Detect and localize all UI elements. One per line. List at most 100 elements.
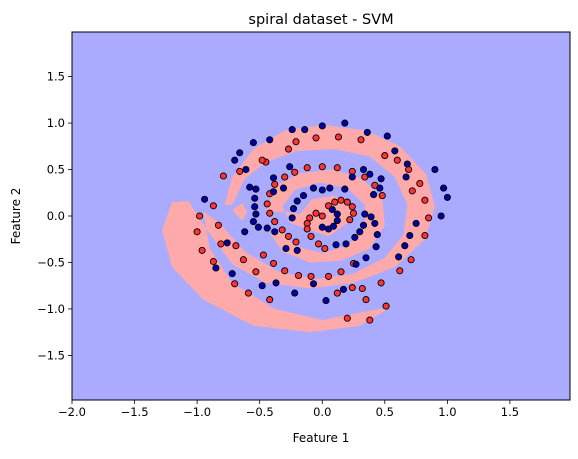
data-point (258, 156, 266, 164)
y-tick-label: 1.0 (47, 116, 65, 130)
data-point (312, 209, 320, 217)
data-point (343, 314, 351, 322)
data-point (349, 209, 358, 217)
data-point (217, 240, 225, 248)
data-point (252, 185, 260, 193)
data-point (367, 213, 375, 221)
data-point (318, 212, 326, 220)
data-point (309, 280, 318, 288)
x-tick-label: 1.5 (501, 405, 519, 419)
data-point (209, 202, 217, 210)
data-point (231, 280, 239, 288)
data-point (284, 145, 293, 153)
data-point (363, 128, 371, 136)
data-point (263, 224, 271, 232)
data-point (271, 218, 279, 226)
data-point (284, 232, 293, 240)
data-point (412, 219, 420, 227)
data-point (402, 173, 410, 181)
data-point (214, 221, 222, 229)
data-point (278, 226, 286, 234)
data-point (370, 191, 378, 199)
data-point (401, 242, 409, 250)
data-point (269, 174, 278, 182)
data-point (303, 164, 311, 172)
data-point (252, 210, 260, 218)
y-tick-label: 0.0 (47, 209, 65, 223)
data-point (343, 198, 351, 206)
data-point (337, 268, 345, 276)
data-point (341, 185, 349, 193)
data-point (244, 289, 252, 297)
data-point (241, 228, 249, 236)
data-point (318, 223, 326, 231)
data-point (281, 267, 289, 275)
data-point (378, 192, 386, 200)
data-point (408, 187, 416, 195)
data-point (425, 214, 433, 222)
data-point (251, 203, 259, 211)
decision-region-small-patch (232, 203, 248, 221)
data-point (246, 183, 254, 191)
data-point (209, 257, 217, 266)
data-point (231, 156, 239, 164)
chart-title: spiral dataset - SVM (248, 12, 393, 28)
data-point (282, 244, 290, 253)
data-point (431, 165, 439, 174)
data-point (312, 134, 320, 142)
x-tick-label: −1.0 (183, 405, 211, 419)
data-point (251, 194, 259, 202)
data-point (249, 218, 257, 226)
data-point (293, 197, 301, 205)
data-point (348, 173, 356, 181)
series-class-1 (201, 119, 451, 305)
data-point (332, 241, 340, 249)
data-point (286, 163, 294, 171)
data-point (352, 260, 360, 268)
data-point (348, 203, 356, 211)
data-point (291, 168, 299, 176)
data-point (196, 212, 204, 220)
data-point (289, 205, 298, 213)
data-point (381, 152, 389, 160)
data-point (342, 240, 350, 248)
data-point (324, 272, 333, 280)
decision-region-outer-band (162, 124, 435, 333)
data-point (443, 193, 451, 201)
data-point (371, 219, 379, 227)
data-point (358, 284, 366, 293)
data-point (357, 136, 365, 144)
data-point (403, 160, 411, 168)
y-axis-label: Feature 2 (9, 188, 23, 245)
data-point (318, 122, 326, 130)
data-point (303, 225, 311, 233)
data-point (258, 282, 266, 290)
y-tick-label: −1.0 (37, 302, 65, 316)
data-point (223, 239, 231, 247)
data-point (212, 264, 220, 272)
data-point (391, 147, 399, 155)
data-point (281, 173, 289, 181)
data-point (239, 256, 247, 264)
data-point (271, 180, 279, 188)
data-point (259, 251, 267, 259)
data-point (293, 246, 301, 254)
data-point (333, 217, 341, 225)
data-point (395, 253, 403, 261)
data-point (366, 316, 374, 324)
data-point (333, 164, 341, 172)
data-point (232, 242, 240, 250)
data-point (359, 165, 368, 174)
data-point (288, 126, 296, 134)
data-point (307, 232, 315, 240)
data-point (288, 214, 296, 222)
data-point (341, 119, 349, 127)
data-point (376, 184, 384, 192)
data-point (416, 179, 424, 188)
data-point (271, 228, 279, 236)
data-point (252, 268, 260, 276)
data-point (356, 228, 364, 236)
plot-area (71, 31, 571, 401)
data-point (437, 212, 445, 220)
